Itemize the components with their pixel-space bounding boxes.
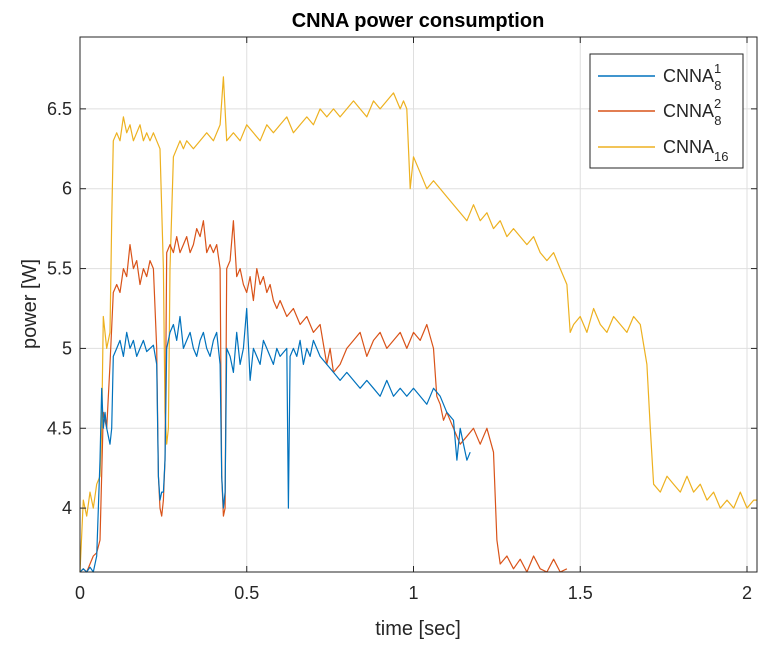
y-axis-label: power [W]: [19, 259, 41, 349]
legend-label-base: CNNA: [663, 137, 714, 157]
legend-label-sub: 8: [714, 113, 721, 128]
x-tick-label: 0: [75, 583, 85, 603]
legend-label-sub: 16: [714, 149, 728, 164]
legend-label-1: CNNA2 8: [663, 96, 721, 128]
x-tick-label: 2: [742, 583, 752, 603]
legend-label-base: CNNA: [663, 101, 714, 121]
x-tick-label: 1: [408, 583, 418, 603]
chart-title: CNNA power consumption: [292, 10, 545, 32]
legend-label-sub: 8: [714, 78, 721, 93]
y-tick-label: 5.5: [47, 259, 72, 279]
x-tick-label: 0.5: [234, 583, 259, 603]
y-tick-label: 4.5: [47, 418, 72, 438]
axes-box: [79, 36, 758, 573]
legend-label-2: CNNA16: [663, 137, 728, 164]
y-tick-label: 6.5: [47, 99, 72, 119]
x-tick-label: 1.5: [568, 583, 593, 603]
x-axis-label: time [sec]: [375, 618, 461, 640]
y-tick-label: 6: [62, 179, 72, 199]
legend-label-base: CNNA: [663, 66, 714, 86]
series-line-1: [79, 220, 568, 573]
legend-label-0: CNNA1 8: [663, 61, 721, 93]
series-group: [79, 76, 757, 573]
y-tick-label: 4: [62, 498, 72, 518]
series-line-0: [79, 307, 471, 573]
legend-label-sup: 2: [714, 96, 721, 111]
ticks: 0 0.5 1 1.5 2 4 4.5 5 5.5 6 6.5: [47, 37, 757, 603]
y-tick-label: 5: [62, 338, 72, 358]
legend-label-sup: 1: [714, 61, 721, 76]
series-line-2: [79, 76, 757, 573]
